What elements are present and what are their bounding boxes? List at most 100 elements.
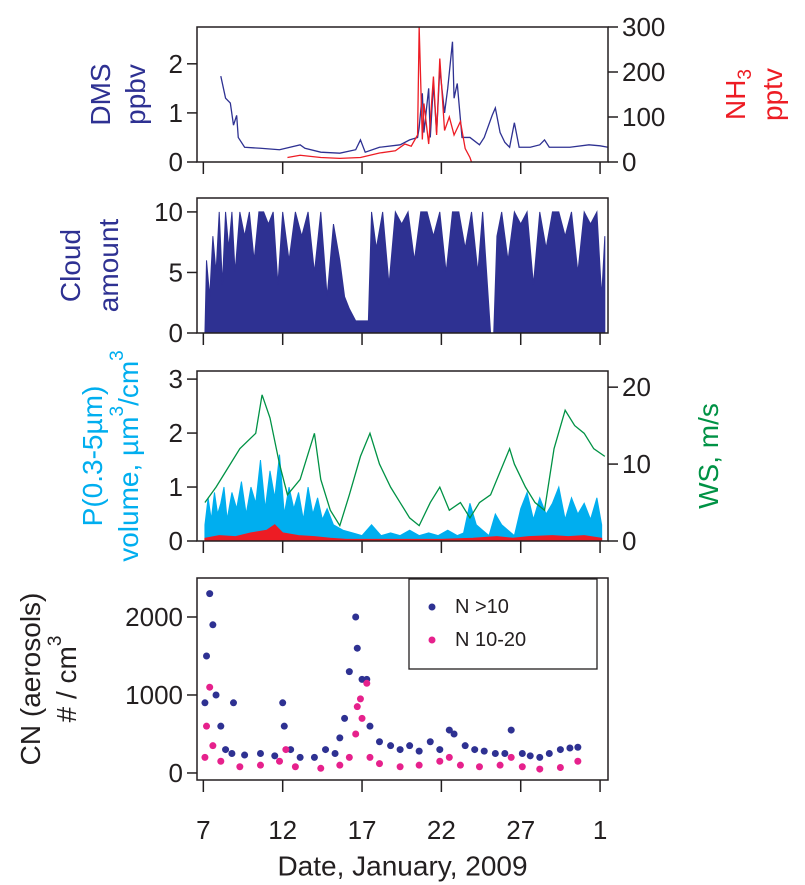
data-point <box>228 749 236 757</box>
data-point <box>256 749 264 757</box>
data-point <box>375 760 383 768</box>
data-point <box>396 763 404 771</box>
data-point <box>353 703 361 711</box>
y-tick-label: 0 <box>169 318 183 348</box>
y-tick-label: 0 <box>169 147 183 177</box>
axis-label: volume, µm3/cm3 <box>107 350 144 562</box>
data-point <box>471 746 479 754</box>
data-point <box>507 726 515 734</box>
data-point <box>363 679 371 687</box>
data-point <box>426 738 434 746</box>
label-text: DMS <box>85 63 116 125</box>
data-point <box>518 763 526 771</box>
data-point <box>201 753 209 761</box>
data-point <box>217 757 225 765</box>
y-tick-label: 1 <box>169 472 183 502</box>
data-point <box>296 753 304 761</box>
data-point <box>415 747 423 755</box>
data-point <box>491 749 499 757</box>
data-point <box>256 761 264 769</box>
label-sup: 3 <box>107 406 128 417</box>
label-text: volume, µm <box>113 416 144 561</box>
label-text: NH <box>720 80 751 120</box>
data-point <box>526 752 534 760</box>
data-point <box>201 699 209 707</box>
line <box>287 26 473 163</box>
data-point <box>241 751 249 759</box>
data-point <box>236 763 244 771</box>
data-point <box>203 722 211 730</box>
label-sup: 3 <box>107 350 128 361</box>
plot-frame <box>196 26 609 163</box>
data-point <box>415 761 423 769</box>
data-point <box>209 621 217 629</box>
y-tick-label: 5 <box>169 257 183 287</box>
label-text: P(0.3-5µm) <box>77 386 108 527</box>
data-point <box>331 749 339 757</box>
data-point <box>282 746 290 754</box>
y2-tick-label: 100 <box>622 102 665 132</box>
data-point <box>574 743 582 751</box>
x-tick-label: 22 <box>427 815 456 845</box>
plot-frame <box>196 370 609 542</box>
data-point <box>366 753 374 761</box>
data-point <box>396 746 404 754</box>
data-point <box>518 749 526 757</box>
data-point <box>203 652 211 660</box>
data-point <box>556 764 564 772</box>
data-point <box>352 613 360 621</box>
label-text: /cm <box>113 361 144 406</box>
y-tick-label: 3 <box>169 364 183 394</box>
data-point <box>480 747 488 755</box>
axis-label: pptv <box>757 68 788 121</box>
label-text: CN (aerosols) <box>15 593 46 766</box>
data-point <box>276 757 284 765</box>
y-tick-label: 0 <box>169 526 183 556</box>
data-point <box>406 742 414 750</box>
data-point <box>279 699 287 707</box>
data-point <box>375 738 383 746</box>
data-point <box>353 644 361 652</box>
data-point <box>445 753 453 761</box>
data-point <box>212 691 220 699</box>
axis-label: Cloud <box>55 229 86 302</box>
data-point <box>345 753 353 761</box>
data-point <box>536 765 544 773</box>
x-tick-label: 27 <box>506 815 535 845</box>
x-axis-label: Date, January, 2009 <box>277 851 527 882</box>
label-text: amount <box>93 219 124 313</box>
x-tick-label: 7 <box>196 815 210 845</box>
data-point <box>356 695 364 703</box>
data-point <box>507 753 515 761</box>
legend-label: N >10 <box>455 596 509 618</box>
x-tick-label: 17 <box>348 815 377 845</box>
axis-label: amount <box>93 219 124 313</box>
data-point <box>352 730 360 738</box>
line <box>220 41 609 154</box>
plot-frame <box>196 577 609 781</box>
data-point <box>387 742 395 750</box>
legend-marker <box>428 636 436 644</box>
axis-label: WS, m/s <box>693 403 724 509</box>
legend-box <box>408 578 598 670</box>
y-tick-label: 2000 <box>125 602 183 632</box>
data-point <box>280 722 288 730</box>
axis-label: CN (aerosols) <box>15 593 46 766</box>
line <box>204 394 606 528</box>
data-point <box>271 752 279 760</box>
legend-marker <box>428 603 436 611</box>
axis-label: NH3 <box>720 69 757 120</box>
data-point <box>556 746 564 754</box>
data-point <box>574 757 582 765</box>
label-sup: 3 <box>45 636 66 647</box>
y-tick-label: 1 <box>169 98 183 128</box>
y2-tick-label: 20 <box>622 372 651 402</box>
data-point <box>545 749 553 757</box>
y2-tick-label: 200 <box>622 57 665 87</box>
label-text: pptv <box>757 68 788 121</box>
label-text: Cloud <box>55 229 86 302</box>
data-point <box>566 744 574 752</box>
y2-tick-label: 0 <box>622 526 636 556</box>
data-point <box>501 749 509 757</box>
data-point <box>358 714 366 722</box>
